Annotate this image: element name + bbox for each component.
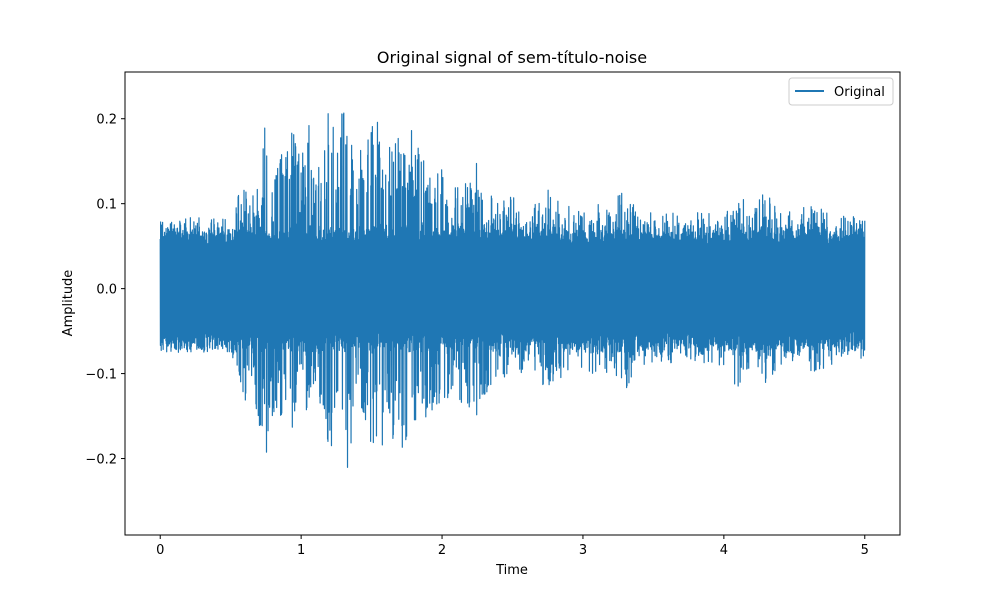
y-tick-label: −0.2 bbox=[85, 453, 117, 468]
y-tick-label: 0.0 bbox=[96, 283, 117, 298]
y-tick-label: 0.1 bbox=[96, 198, 117, 213]
series-line-original bbox=[159, 112, 866, 468]
x-axis: 0 1 2 3 4 5 bbox=[156, 535, 869, 558]
chart-title: Original signal of sem-título-noise bbox=[377, 48, 647, 67]
x-tick-label: 3 bbox=[579, 543, 587, 558]
y-axis: −0.2 −0.1 0.0 0.1 0.2 bbox=[85, 113, 125, 468]
x-tick-label: 5 bbox=[861, 543, 869, 558]
x-axis-label: Time bbox=[495, 563, 528, 578]
y-tick-label: −0.1 bbox=[85, 368, 117, 383]
x-tick-label: 2 bbox=[438, 543, 446, 558]
legend-label-original: Original bbox=[834, 85, 885, 100]
plot-area bbox=[159, 112, 866, 468]
y-axis-label: Amplitude bbox=[61, 270, 76, 337]
x-tick-label: 4 bbox=[720, 543, 728, 558]
plot-frame bbox=[124, 71, 901, 536]
x-tick-label: 1 bbox=[297, 543, 305, 558]
x-tick-label: 0 bbox=[156, 543, 164, 558]
legend-box bbox=[788, 77, 894, 106]
legend: Original bbox=[788, 77, 894, 106]
y-tick-label: 0.2 bbox=[96, 113, 117, 128]
